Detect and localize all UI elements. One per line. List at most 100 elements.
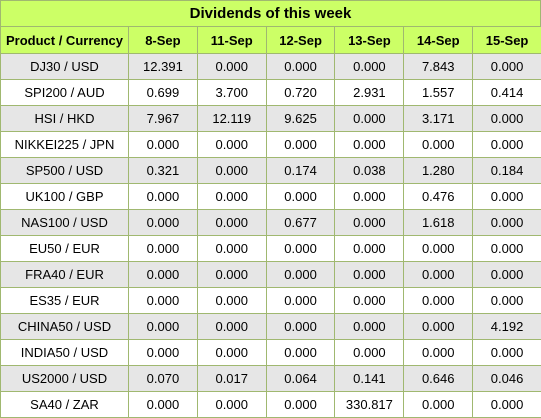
dividend-value-cell: 0.000: [473, 106, 541, 132]
dividend-value-cell: 0.000: [266, 392, 335, 418]
dividend-value-cell: 0.000: [335, 288, 404, 314]
dividend-value-cell: 0.000: [197, 314, 266, 340]
dividend-value-cell: 0.000: [335, 54, 404, 80]
dividend-value-cell: 0.000: [266, 314, 335, 340]
dividend-value-cell: 0.000: [473, 210, 541, 236]
column-header-date: 14-Sep: [404, 27, 473, 54]
dividend-value-cell: 0.000: [266, 340, 335, 366]
dividend-value-cell: 0.000: [335, 210, 404, 236]
product-cell: SA40 / ZAR: [1, 392, 129, 418]
dividend-value-cell: 2.931: [335, 80, 404, 106]
dividend-value-cell: 0.000: [266, 184, 335, 210]
dividend-value-cell: 0.000: [335, 106, 404, 132]
product-cell: FRA40 / EUR: [1, 262, 129, 288]
dividends-table: Product / Currency 8-Sep 11-Sep 12-Sep 1…: [0, 26, 541, 418]
product-cell: ES35 / EUR: [1, 288, 129, 314]
product-cell: EU50 / EUR: [1, 236, 129, 262]
dividend-value-cell: 0.000: [335, 314, 404, 340]
dividend-value-cell: 0.000: [335, 340, 404, 366]
dividend-value-cell: 0.000: [473, 236, 541, 262]
dividend-value-cell: 0.000: [197, 210, 266, 236]
table-title: Dividends of this week: [0, 0, 541, 26]
dividend-value-cell: 1.557: [404, 80, 473, 106]
product-cell: US2000 / USD: [1, 366, 129, 392]
dividend-value-cell: 0.000: [404, 132, 473, 158]
dividend-value-cell: 0.038: [335, 158, 404, 184]
dividend-value-cell: 3.700: [197, 80, 266, 106]
dividend-value-cell: 1.280: [404, 158, 473, 184]
dividend-value-cell: 7.843: [404, 54, 473, 80]
dividend-value-cell: 0.000: [404, 236, 473, 262]
dividend-value-cell: 0.070: [129, 366, 198, 392]
dividend-value-cell: 0.000: [473, 288, 541, 314]
column-header-date: 11-Sep: [197, 27, 266, 54]
dividend-value-cell: 0.000: [129, 262, 198, 288]
dividend-value-cell: 0.000: [129, 210, 198, 236]
dividend-value-cell: 0.720: [266, 80, 335, 106]
dividend-value-cell: 0.000: [197, 236, 266, 262]
column-header-date: 8-Sep: [129, 27, 198, 54]
dividend-value-cell: 0.174: [266, 158, 335, 184]
dividend-value-cell: 0.000: [197, 262, 266, 288]
dividend-value-cell: 0.000: [197, 184, 266, 210]
product-cell: CHINA50 / USD: [1, 314, 129, 340]
product-cell: INDIA50 / USD: [1, 340, 129, 366]
dividend-value-cell: 4.192: [473, 314, 541, 340]
dividend-value-cell: 0.141: [335, 366, 404, 392]
header-row: Product / Currency 8-Sep 11-Sep 12-Sep 1…: [1, 27, 541, 54]
dividend-value-cell: 0.000: [197, 340, 266, 366]
dividend-value-cell: 0.000: [129, 288, 198, 314]
dividend-value-cell: 1.618: [404, 210, 473, 236]
dividend-value-cell: 0.000: [335, 184, 404, 210]
dividend-value-cell: 0.000: [266, 54, 335, 80]
dividend-value-cell: 0.000: [266, 132, 335, 158]
dividend-value-cell: 0.476: [404, 184, 473, 210]
dividend-value-cell: 0.000: [129, 392, 198, 418]
dividend-value-cell: 0.000: [404, 262, 473, 288]
dividend-value-cell: 0.000: [473, 392, 541, 418]
dividend-value-cell: 0.064: [266, 366, 335, 392]
column-header-date: 12-Sep: [266, 27, 335, 54]
product-cell: SPI200 / AUD: [1, 80, 129, 106]
dividend-value-cell: 12.119: [197, 106, 266, 132]
dividend-value-cell: 0.000: [129, 132, 198, 158]
dividend-value-cell: 0.000: [129, 314, 198, 340]
dividend-value-cell: 0.000: [266, 288, 335, 314]
dividend-value-cell: 0.677: [266, 210, 335, 236]
dividend-value-cell: 0.699: [129, 80, 198, 106]
column-header-date: 15-Sep: [473, 27, 541, 54]
column-header-date: 13-Sep: [335, 27, 404, 54]
dividend-value-cell: 0.000: [129, 236, 198, 262]
dividend-value-cell: 0.046: [473, 366, 541, 392]
dividend-value-cell: 3.171: [404, 106, 473, 132]
dividend-value-cell: 0.000: [129, 184, 198, 210]
product-cell: UK100 / GBP: [1, 184, 129, 210]
dividend-value-cell: 0.000: [404, 314, 473, 340]
dividend-value-cell: 0.000: [473, 54, 541, 80]
dividend-value-cell: 0.000: [197, 132, 266, 158]
dividend-value-cell: 0.000: [404, 288, 473, 314]
dividend-value-cell: 0.000: [197, 158, 266, 184]
dividend-value-cell: 0.017: [197, 366, 266, 392]
dividend-value-cell: 12.391: [129, 54, 198, 80]
product-cell: NIKKEI225 / JPN: [1, 132, 129, 158]
dividend-value-cell: 0.000: [197, 54, 266, 80]
dividend-value-cell: 7.967: [129, 106, 198, 132]
dividend-value-cell: 0.000: [473, 340, 541, 366]
column-header-product: Product / Currency: [1, 27, 129, 54]
dividend-value-cell: 0.000: [473, 184, 541, 210]
dividend-value-cell: 0.000: [129, 340, 198, 366]
product-cell: DJ30 / USD: [1, 54, 129, 80]
